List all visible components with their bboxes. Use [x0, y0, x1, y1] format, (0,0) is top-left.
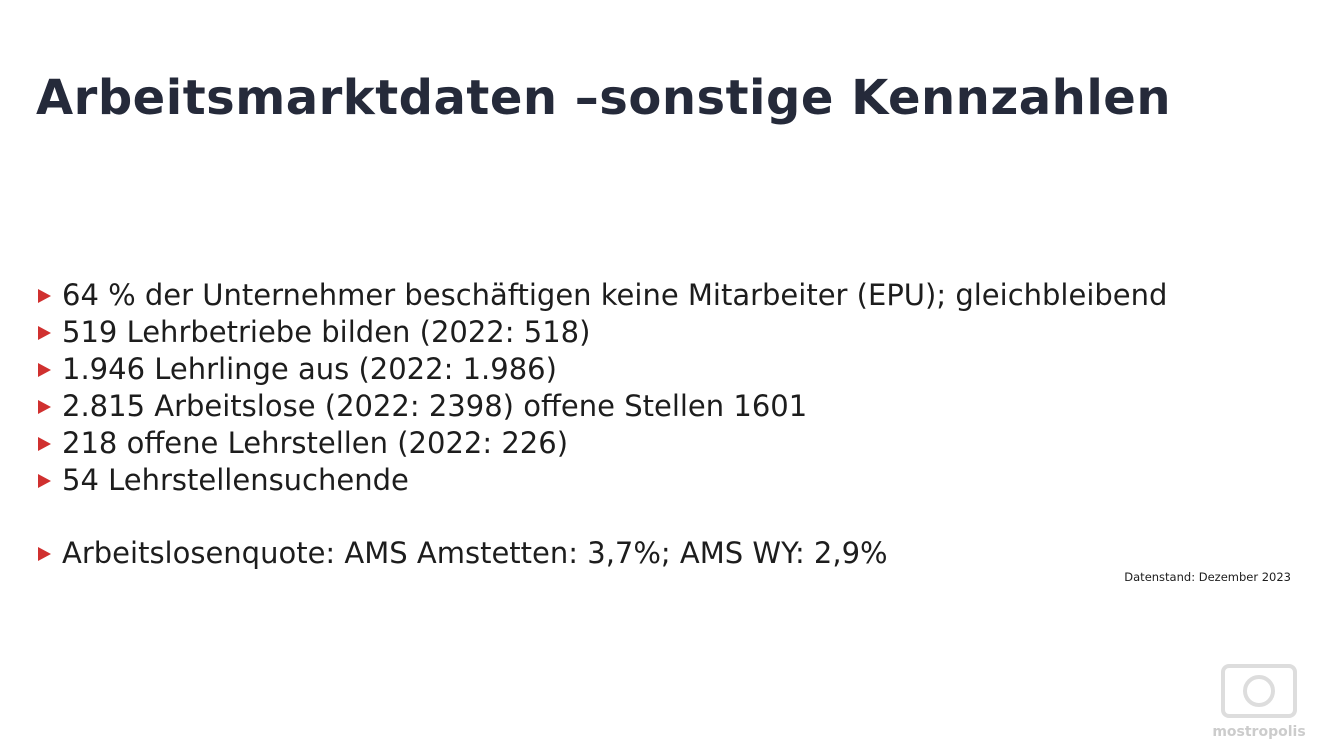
bullet-icon [38, 399, 51, 414]
bullet-text: 519 Lehrbetriebe bilden (2022: 518) [62, 315, 591, 349]
bullet-icon [38, 362, 51, 377]
watermark-logo [1221, 664, 1297, 718]
bullet: 519 Lehrbetriebe bilden (2022: 518) [36, 314, 1167, 351]
bullet-icon [38, 436, 51, 451]
watermark-text: mostropolis [1212, 724, 1306, 740]
bullet: 64 % der Unternehmer beschäftigen keine … [36, 277, 1167, 314]
title: Arbeitsmarktdaten –sonstige Kennzahlen [36, 70, 1172, 126]
bullet-text: 54 Lehrstellensuchende [62, 463, 409, 497]
bullet-icon [38, 473, 51, 488]
bullet-icon [38, 288, 51, 303]
bullet-text: 218 offene Lehrstellen (2022: 226) [62, 426, 569, 460]
bullet-list: 64 % der Unternehmer beschäftigen keine … [36, 277, 1167, 499]
watermark: mostropolis [1206, 658, 1312, 740]
bullet-list: Arbeitslosenquote: AMS Amstetten: 3,7%; … [36, 535, 888, 572]
bullet: Arbeitslosenquote: AMS Amstetten: 3,7%; … [36, 535, 888, 572]
bullet-text: Arbeitslosenquote: AMS Amstetten: 3,7%; … [62, 536, 888, 570]
bullet-text: 1.946 Lehrlinge aus (2022: 1.986) [62, 352, 557, 386]
bullet: 1.946 Lehrlinge aus (2022: 1.986) [36, 351, 1167, 388]
bullet: 2.815 Arbeitslose (2022: 2398) offene St… [36, 388, 1167, 425]
bullet-icon [38, 546, 51, 561]
bullet-text: 64 % der Unternehmer beschäftigen keine … [62, 278, 1168, 312]
bullet: 218 offene Lehrstellen (2022: 226) [36, 425, 1167, 462]
bullet: 54 Lehrstellensuchende [36, 462, 1167, 499]
bullet-icon [38, 325, 51, 340]
footnote: Datenstand: Dezember 2023 [1124, 570, 1291, 584]
bullet-text: 2.815 Arbeitslose (2022: 2398) offene St… [62, 389, 808, 423]
